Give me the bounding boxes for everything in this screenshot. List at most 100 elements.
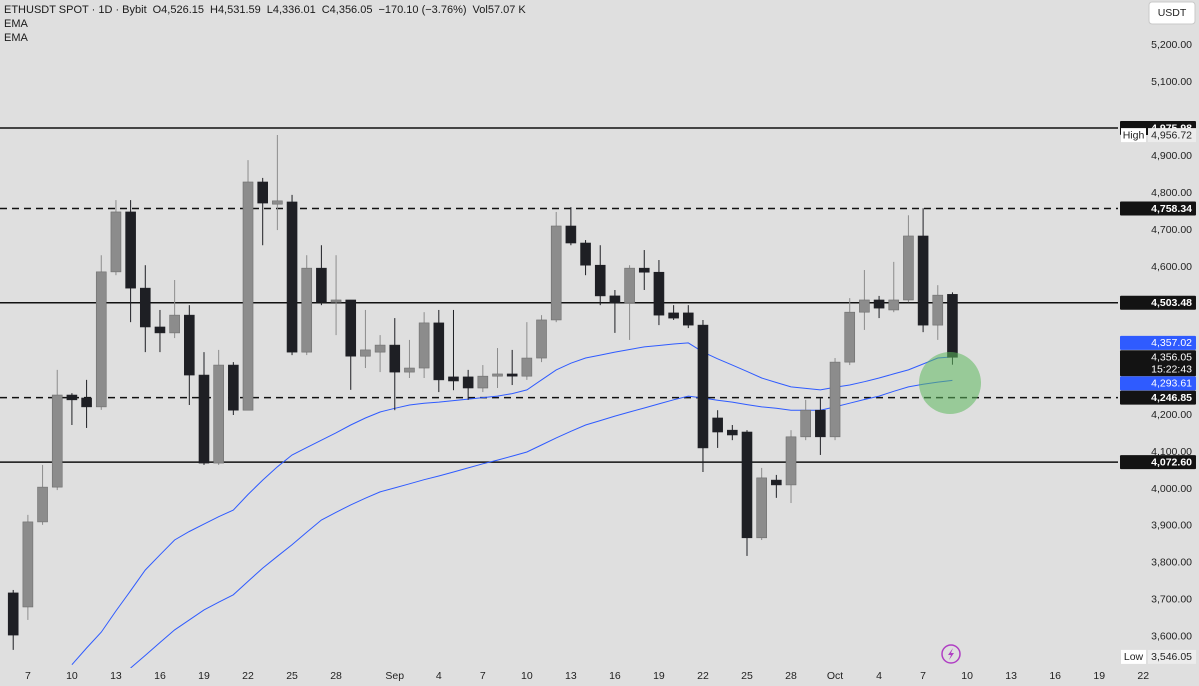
candle-body	[198, 374, 210, 464]
x-tick-label: 7	[920, 670, 926, 682]
level-label: 4,503.48	[1151, 297, 1192, 309]
x-tick-label: 4	[436, 670, 442, 682]
y-tick-label: 5,200.00	[1151, 39, 1192, 51]
y-tick-label: 5,100.00	[1151, 76, 1192, 88]
candle-body	[829, 361, 841, 438]
candle-body	[7, 592, 19, 636]
candle-body	[448, 376, 459, 382]
y-tick-label: 4,100.00	[1151, 446, 1192, 458]
price-label: 4,357.02	[1151, 337, 1192, 349]
candle-body	[947, 294, 958, 358]
price-label-box	[1120, 335, 1196, 350]
candle-body	[66, 394, 78, 401]
candle-body	[800, 409, 811, 438]
candle-body	[492, 373, 503, 377]
candle-body	[110, 211, 122, 273]
candle-body	[330, 299, 342, 303]
marker-name: High	[1123, 129, 1145, 141]
candle-body	[550, 225, 562, 321]
candle-body	[462, 376, 474, 389]
candle-body	[741, 431, 753, 539]
x-tick-label: 25	[741, 670, 753, 682]
price-label: 4,293.61	[1151, 378, 1192, 390]
level-label-box	[1120, 455, 1196, 470]
candle-body	[712, 417, 723, 433]
symbol-row: ETHUSDT SPOT · 1D · Bybit O4,526.15 H4,531…	[4, 3, 538, 17]
x-tick-label: 28	[785, 670, 797, 682]
currency-button[interactable]	[1148, 1, 1196, 25]
candle-body	[771, 479, 782, 486]
currency-label: USDT	[1158, 7, 1187, 19]
level-label-box	[1120, 295, 1196, 310]
candle-body	[932, 294, 944, 326]
candle-body	[624, 267, 635, 304]
x-tick-label: 7	[480, 670, 486, 682]
x-tick-label: 19	[198, 670, 210, 682]
alert-icon[interactable]	[941, 644, 961, 664]
x-tick-label: 16	[154, 670, 166, 682]
y-tick-label: 4,600.00	[1151, 261, 1192, 273]
x-tick-label: 22	[1137, 670, 1149, 682]
candle-body	[536, 319, 547, 359]
candle-body	[506, 373, 518, 377]
candle-body	[272, 200, 283, 205]
x-tick-label: 16	[609, 670, 621, 682]
alert-icon-bolt	[948, 648, 954, 660]
candle-body	[139, 287, 151, 328]
ohlc-value: O4,526.15	[152, 4, 204, 16]
x-tick-label: 25	[286, 670, 298, 682]
level-label: 4,758.34	[1151, 203, 1192, 215]
x-tick-label: 10	[521, 670, 533, 682]
indicator-name: EMA	[4, 18, 28, 30]
ohlc-value: Vol57.07 K	[472, 4, 526, 16]
y-tick-label: 4,000.00	[1151, 483, 1192, 495]
x-tick-label: 13	[110, 670, 122, 682]
y-tick-label: 3,800.00	[1151, 557, 1192, 569]
candle-body	[316, 267, 327, 303]
level-label: 4,072.60	[1151, 456, 1192, 468]
x-tick-label: 19	[1093, 670, 1105, 682]
candle-body	[917, 235, 929, 326]
candle-body	[727, 429, 738, 436]
candle-body	[477, 375, 489, 389]
y-tick-label: 3,600.00	[1151, 631, 1192, 643]
candle-body	[125, 211, 136, 289]
level-label-box	[1120, 390, 1196, 405]
x-tick-label: 19	[653, 670, 665, 682]
candle-body	[859, 299, 870, 313]
candle-body	[374, 344, 386, 353]
candle-body	[404, 367, 415, 373]
legend-header: ETHUSDT SPOT · 1D · Bybit O4,526.15 H4,531…	[4, 3, 538, 45]
candle-body	[360, 349, 371, 357]
ema-line	[71, 342, 953, 666]
candle-body	[389, 344, 401, 373]
candle-body	[873, 299, 885, 309]
y-tick-label: 4,700.00	[1151, 224, 1192, 236]
x-tick-label: 16	[1049, 670, 1061, 682]
x-tick-label: Oct	[827, 670, 843, 682]
ohlc-value: C4,356.05	[321, 4, 373, 16]
candle-body	[51, 394, 63, 488]
candle-body	[22, 521, 34, 608]
candle-body	[594, 264, 606, 297]
candle-body	[213, 364, 224, 464]
candle-body	[668, 312, 679, 319]
candle-body	[345, 299, 357, 357]
candle-body	[844, 311, 856, 363]
ohlc-values: O4,526.15 H4,531.59 L4,336.01 C4,356.05 −170…	[153, 4, 532, 16]
level-label-box	[1120, 201, 1196, 216]
x-tick-label: Sep	[385, 670, 404, 682]
y-tick-label: 4,900.00	[1151, 150, 1192, 162]
ohlc-value: L4,336.01	[266, 4, 316, 16]
y-tick-label: 4,200.00	[1151, 409, 1192, 421]
marker-value: 3,546.05	[1151, 651, 1192, 663]
candle-body	[286, 201, 298, 353]
candle-body	[785, 436, 797, 486]
candle-body	[37, 486, 48, 523]
price-label-box	[1120, 350, 1196, 377]
candle-body	[184, 314, 195, 376]
candle-body	[95, 271, 107, 408]
candle-body	[301, 267, 313, 353]
ohlc-value: H4,531.59	[210, 4, 261, 16]
